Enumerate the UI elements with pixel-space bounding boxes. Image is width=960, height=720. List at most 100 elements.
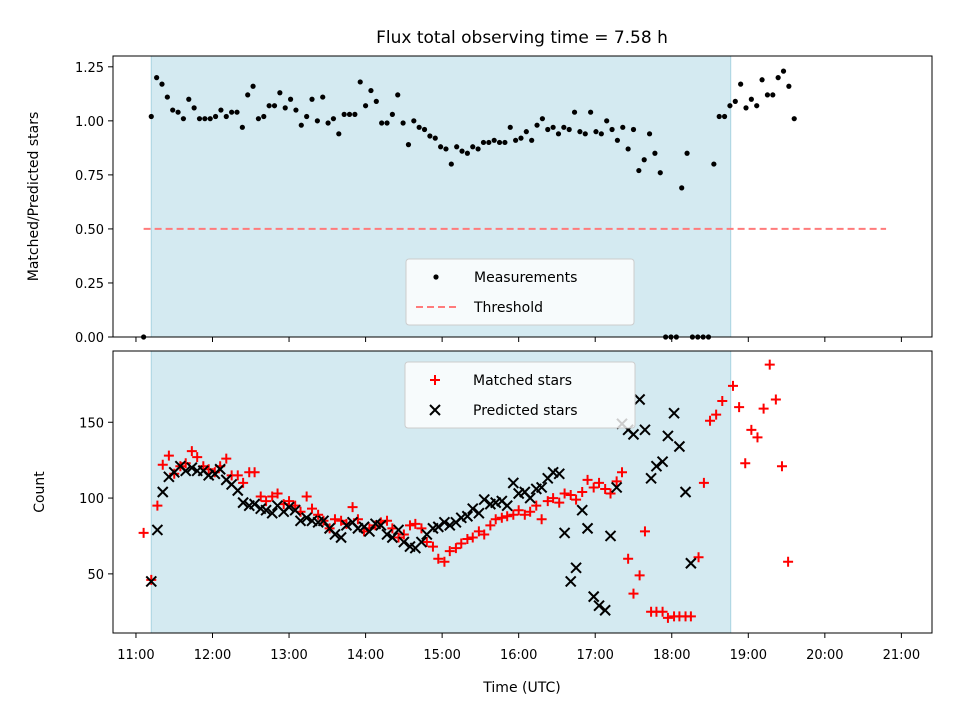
matched-point bbox=[502, 511, 513, 522]
y-tick-label: 1.00 bbox=[75, 115, 104, 130]
measurement-point bbox=[721, 113, 728, 120]
matched-point bbox=[485, 520, 496, 531]
measurement-point bbox=[261, 113, 267, 120]
measurement-point bbox=[384, 120, 390, 126]
measurement-point bbox=[566, 126, 572, 133]
matched-point bbox=[146, 574, 157, 585]
measurement-point bbox=[325, 120, 331, 126]
predicted-point bbox=[604, 530, 617, 542]
matched-point bbox=[490, 514, 501, 525]
predicted-point bbox=[266, 507, 278, 519]
predicted-point bbox=[668, 407, 680, 419]
measurement-point bbox=[196, 116, 203, 122]
predicted-point bbox=[507, 477, 520, 489]
measurement-point bbox=[459, 148, 465, 154]
measurement-point bbox=[148, 113, 154, 120]
predicted-point bbox=[145, 575, 157, 588]
predicted-point bbox=[627, 428, 640, 441]
y-tick-label: 0.25 bbox=[75, 277, 104, 292]
measurement-point bbox=[154, 75, 160, 81]
measurement-point bbox=[507, 124, 513, 130]
matched-point bbox=[657, 606, 668, 617]
measurement-point bbox=[379, 120, 385, 126]
measurement-point bbox=[470, 144, 476, 150]
measurement-point bbox=[218, 107, 224, 113]
y-tick-label: 50 bbox=[87, 568, 104, 583]
measurement-point bbox=[770, 92, 776, 98]
predicted-point bbox=[570, 562, 582, 574]
predicted-point bbox=[151, 524, 164, 536]
predicted-point bbox=[478, 493, 490, 506]
predicted-point bbox=[461, 510, 474, 522]
legend-label: Threshold bbox=[473, 300, 543, 316]
measurement-point bbox=[625, 146, 631, 152]
predicted-point bbox=[363, 525, 376, 538]
matched-point bbox=[410, 518, 421, 529]
matched-point bbox=[525, 506, 536, 517]
matched-point bbox=[717, 396, 728, 407]
matched-point bbox=[746, 424, 757, 435]
predicted-point bbox=[415, 536, 428, 548]
measurement-point bbox=[539, 116, 546, 122]
measurement-point bbox=[421, 126, 428, 133]
legend-box bbox=[404, 361, 636, 429]
x-tick-label: 20:00 bbox=[806, 648, 843, 663]
measurement-point bbox=[443, 146, 449, 152]
measurement-point bbox=[373, 98, 379, 104]
measurement-point bbox=[759, 77, 765, 83]
matched-point bbox=[192, 452, 203, 463]
measurement-point bbox=[684, 150, 690, 156]
matched-point bbox=[307, 503, 318, 514]
x-tick-label: 11:00 bbox=[117, 648, 154, 663]
measurement-point bbox=[170, 107, 176, 113]
measurement-point bbox=[711, 161, 717, 167]
measurement-point bbox=[657, 170, 663, 176]
predicted-point bbox=[535, 481, 548, 494]
measurement-point bbox=[475, 146, 481, 152]
matched-point bbox=[711, 409, 722, 420]
x-tick-label: 21:00 bbox=[883, 648, 920, 663]
matched-point bbox=[565, 490, 576, 501]
predicted-point bbox=[375, 519, 387, 532]
measurement-point bbox=[250, 83, 256, 89]
matched-point bbox=[571, 494, 582, 505]
measurement-point bbox=[636, 167, 642, 174]
predicted-point bbox=[610, 481, 623, 494]
matched-point bbox=[313, 509, 324, 520]
legend-label: Measurements bbox=[474, 270, 577, 286]
measurement-point bbox=[271, 103, 278, 109]
measurement-point bbox=[405, 142, 412, 148]
series-predicted-stars bbox=[145, 393, 697, 616]
measurement-point bbox=[604, 118, 610, 124]
predicted-point bbox=[656, 455, 669, 468]
matched-point bbox=[623, 553, 634, 564]
x-axis-label: Time (UTC) bbox=[482, 680, 560, 696]
matched-point bbox=[662, 612, 673, 623]
matched-point bbox=[382, 515, 393, 526]
measurement-point bbox=[320, 94, 326, 100]
predicted-point bbox=[294, 515, 307, 527]
measurement-point bbox=[593, 129, 599, 135]
predicted-point bbox=[432, 521, 445, 533]
measurement-point bbox=[362, 103, 369, 109]
measurement-point bbox=[480, 139, 487, 146]
measurement-point bbox=[277, 90, 283, 96]
matched-point bbox=[536, 514, 547, 525]
matched-point bbox=[163, 450, 174, 461]
matched-point bbox=[439, 556, 450, 567]
measurement-point bbox=[186, 96, 192, 102]
measurement-point bbox=[652, 150, 658, 156]
x-tick-label: 14:00 bbox=[347, 648, 384, 663]
measurement-point bbox=[175, 109, 181, 115]
measurement-point bbox=[486, 139, 492, 146]
measurement-point bbox=[427, 133, 433, 139]
x-tick-label: 17:00 bbox=[576, 648, 613, 663]
predicted-point bbox=[565, 575, 577, 588]
measurement-point bbox=[448, 161, 454, 167]
measurement-point bbox=[679, 185, 685, 191]
measurement-point bbox=[464, 150, 470, 156]
matched-point bbox=[594, 477, 605, 488]
measurement-point bbox=[550, 124, 556, 130]
predicted-point bbox=[587, 590, 600, 603]
